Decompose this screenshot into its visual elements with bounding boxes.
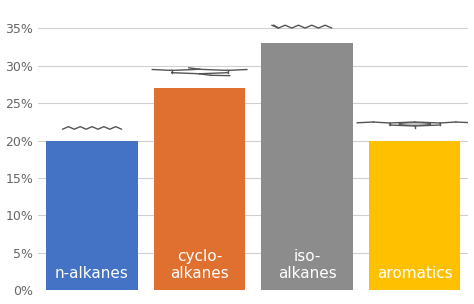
Text: cyclo-
alkanes: cyclo- alkanes [170,249,229,282]
Bar [46,140,138,290]
Bar [369,140,460,290]
Text: iso-
alkanes: iso- alkanes [278,249,337,282]
Text: aromatics: aromatics [377,266,453,282]
Bar [262,43,353,290]
Text: n-alkanes: n-alkanes [55,266,129,282]
Bar [154,88,246,290]
